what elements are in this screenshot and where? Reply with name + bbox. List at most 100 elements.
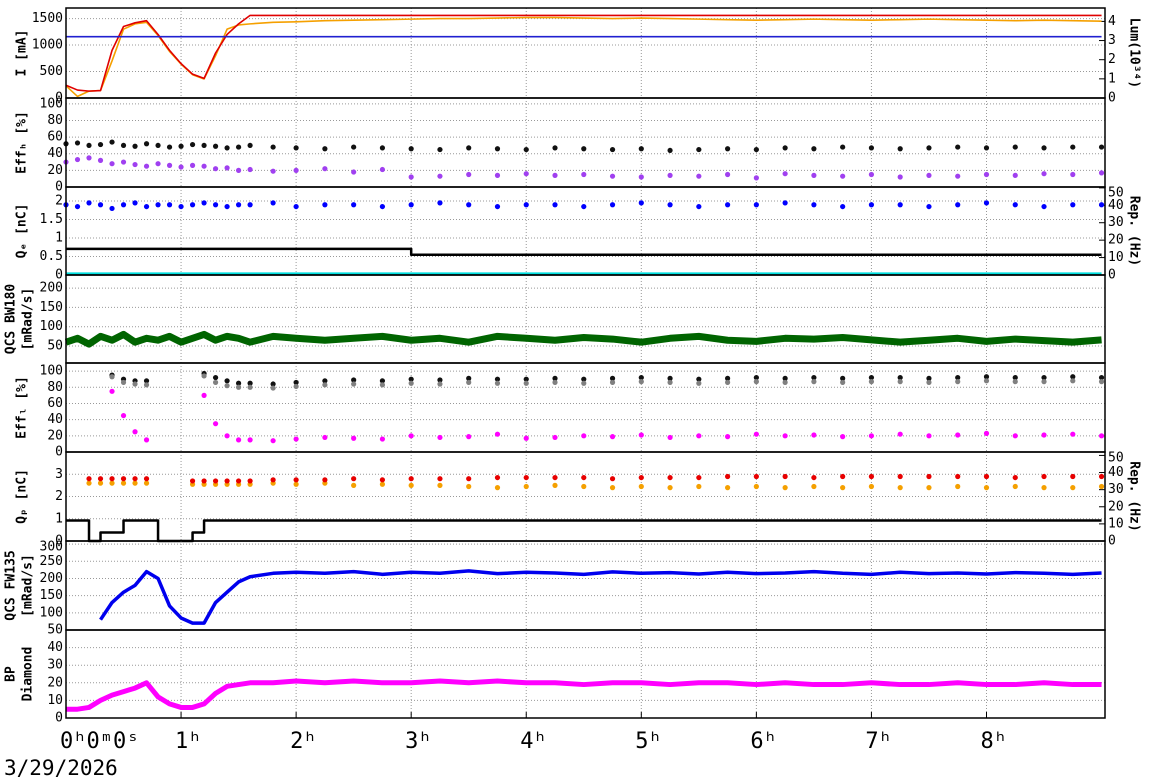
scatter-point <box>725 434 731 440</box>
scatter-point <box>212 478 219 484</box>
scatter-point <box>247 384 253 390</box>
scatter-point <box>725 202 731 208</box>
scatter-point <box>132 476 138 482</box>
scatter-point <box>1070 144 1076 150</box>
scatter-point <box>178 143 184 149</box>
scatter-point <box>351 482 357 488</box>
scatter-point <box>322 146 328 152</box>
scatter-point <box>224 145 230 151</box>
y-tick-label: 1.5 <box>40 212 63 227</box>
scatter-point <box>408 482 414 488</box>
scatter-point <box>868 473 875 480</box>
x-tick-label: 2ʰ <box>290 729 317 754</box>
y-axis-label: Qₚ [nC] <box>15 469 30 524</box>
scatter-point <box>224 383 230 389</box>
scatter-point <box>811 172 817 178</box>
scatter-point <box>955 144 961 150</box>
scatter-point <box>983 200 990 206</box>
scatter-point <box>926 433 932 439</box>
y-axis-label: I [mA] <box>15 30 30 77</box>
scatter-point <box>143 437 150 443</box>
scatter-point <box>840 203 846 210</box>
y-tick-label: 10 <box>47 693 63 708</box>
scatter-point <box>638 146 644 152</box>
scatter-point <box>466 171 472 178</box>
scatter-point <box>247 202 253 208</box>
scatter-point <box>247 437 253 443</box>
y2-tick-label: 10 <box>1108 250 1124 265</box>
y2-tick-label: 0 <box>1108 534 1116 549</box>
scatter-point <box>638 432 644 438</box>
scatter-point <box>609 375 616 381</box>
scatter-point <box>494 485 501 491</box>
scatter-point <box>408 476 414 482</box>
scatter-point <box>494 172 501 178</box>
y-axis-label: Effₕ [%] <box>15 111 30 174</box>
scatter-point <box>581 474 587 481</box>
scatter-point <box>466 375 472 381</box>
scatter-point <box>753 483 759 490</box>
scatter-point <box>1012 379 1018 385</box>
scatter-point <box>293 477 299 483</box>
scatter-point <box>1041 374 1047 381</box>
scatter-point <box>120 379 127 386</box>
y-tick-label: 0.5 <box>40 249 63 264</box>
scatter-point <box>247 380 253 386</box>
scatter-point <box>667 172 673 178</box>
scatter-point <box>523 146 529 153</box>
y-tick-label: 100 <box>40 605 63 620</box>
y-tick-label: 30 <box>47 658 63 673</box>
y-tick-label: 20 <box>47 163 63 178</box>
scatter-point <box>1098 374 1105 381</box>
scatter-point <box>494 203 501 210</box>
series-line <box>65 14 1102 92</box>
y-axis-label: [mRad/s] <box>21 288 36 351</box>
x-tick-label: 8ʰ <box>980 729 1007 754</box>
scatter-point <box>696 483 702 490</box>
y2-tick-label: 20 <box>1108 233 1124 248</box>
scatter-point <box>926 145 932 151</box>
scatter-point <box>132 381 138 387</box>
scatter-point <box>926 172 932 178</box>
y-tick-label: 2 <box>55 489 63 504</box>
scatter-point <box>322 166 328 172</box>
scatter-point <box>581 380 587 386</box>
scatter-point <box>581 203 587 210</box>
scatter-point <box>224 478 230 484</box>
scatter-point <box>379 145 386 151</box>
scatter-point <box>293 383 299 390</box>
y-tick-label: 40 <box>47 640 63 655</box>
y2-tick-label: 2 <box>1108 52 1116 67</box>
scatter-point <box>696 203 702 210</box>
scatter-point <box>224 378 230 384</box>
y-tick-label: 20 <box>47 428 63 443</box>
scatter-point <box>155 202 161 208</box>
scatter-point <box>725 171 731 178</box>
scatter-point <box>120 142 127 149</box>
scatter-point <box>143 203 150 210</box>
y-tick-label: 3 <box>55 467 63 482</box>
scatter-point <box>609 202 616 208</box>
scatter-point <box>1012 374 1018 381</box>
scatter-point <box>86 142 92 149</box>
scatter-point <box>86 480 92 486</box>
y-tick-label: 1000 <box>32 38 63 53</box>
scatter-point <box>132 200 138 206</box>
scatter-point <box>494 376 501 382</box>
scatter-point <box>466 379 472 386</box>
scatter-point <box>725 485 731 491</box>
scatter-point <box>811 474 817 481</box>
scatter-point <box>494 146 501 152</box>
scatter-point <box>581 433 587 439</box>
scatter-point <box>351 144 357 150</box>
scatter-point <box>379 166 386 173</box>
scatter-point <box>753 379 759 385</box>
y-tick-label: 1 <box>55 231 63 246</box>
y2-tick-label: 30 <box>1108 215 1124 230</box>
y2-tick-label: 3 <box>1108 33 1116 48</box>
y-axis-label: QCS FW135 <box>4 550 19 620</box>
scatter-point <box>189 202 196 208</box>
scatter-point <box>811 374 817 381</box>
scatter-point <box>1041 171 1047 177</box>
